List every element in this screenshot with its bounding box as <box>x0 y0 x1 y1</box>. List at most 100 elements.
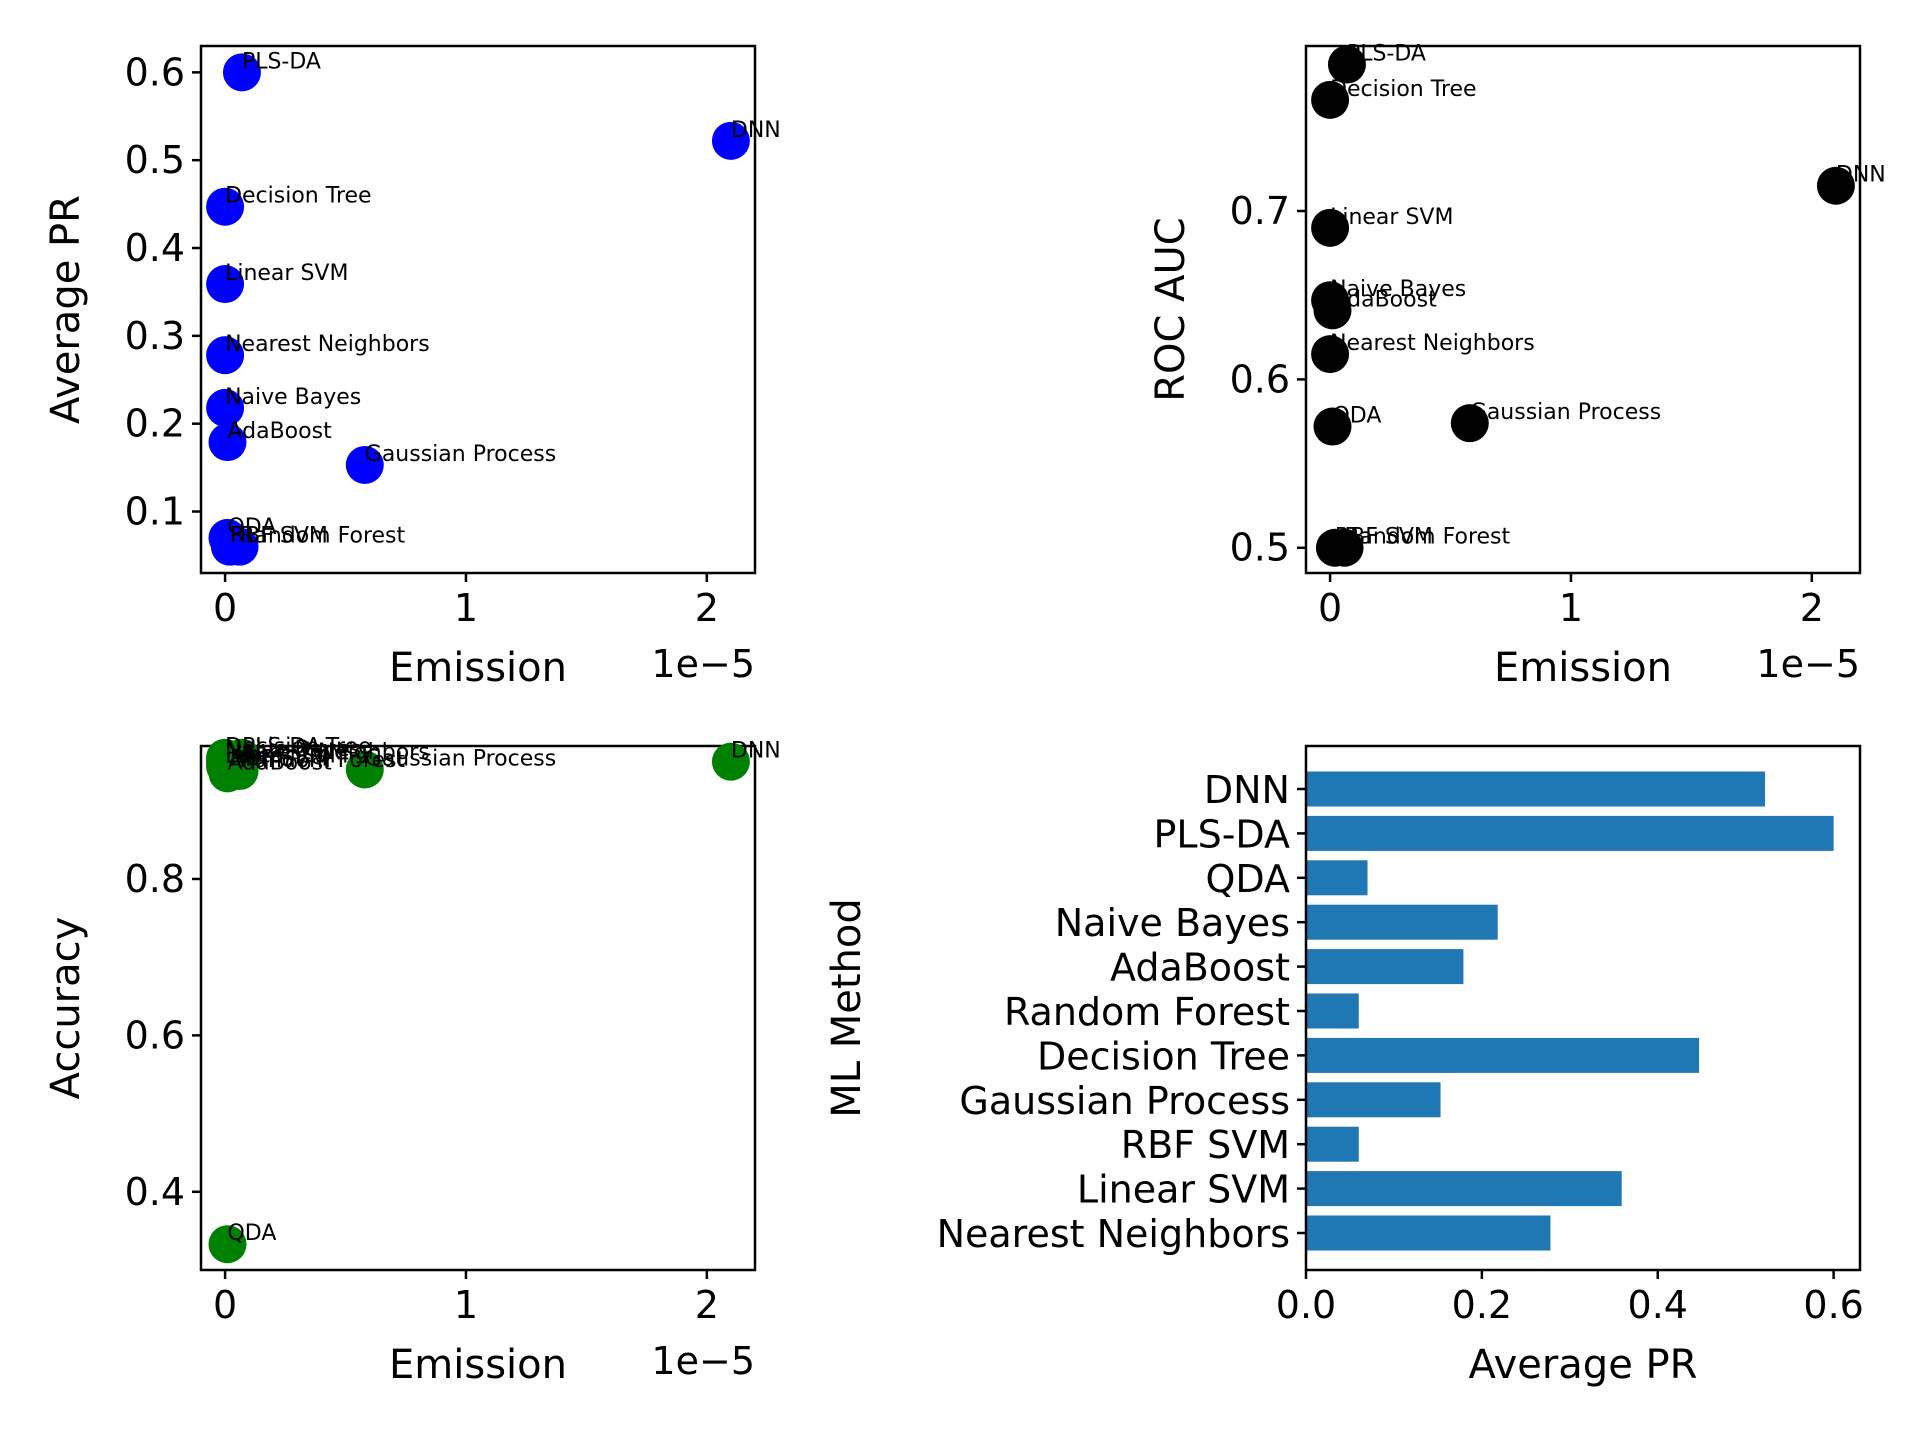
bar-rbf-svm <box>1306 1126 1359 1162</box>
bar-dnn <box>1306 771 1766 807</box>
x-tick-label: 1 <box>454 586 478 630</box>
x-offset-label: 1e−5 <box>651 1339 755 1383</box>
x-tick-label: 2 <box>1800 586 1824 630</box>
point-label-qda: QDA <box>227 1221 276 1246</box>
y-tick-label-dnn: DNN <box>1204 768 1290 812</box>
point-nearest-neighbors <box>1311 335 1350 374</box>
y-tick-label: 0.5 <box>1230 526 1290 570</box>
scatter-panel-2: 0 1 2 0.5 0.6 0.7 Nearest Neighbors Linear SVM R… <box>1148 42 1886 691</box>
point-label-nearest-neighbors: Nearest Neighbors <box>1330 331 1535 356</box>
x-tick-label: 0.4 <box>1628 1283 1688 1327</box>
plot-frame <box>1304 744 1862 1272</box>
y-tick-label-adaboost: AdaBoost <box>1110 946 1290 990</box>
x-offset-label: 1e−5 <box>1756 642 1860 686</box>
point-label-adaboost: AdaBoost <box>227 750 332 775</box>
x-tick-label: 0.0 <box>1276 1283 1336 1327</box>
plot-frame <box>199 744 757 1272</box>
y-tick-label: 0.4 <box>125 1170 185 1214</box>
bar-linear-svm <box>1306 1171 1622 1207</box>
plot-frame <box>199 44 757 575</box>
point-label-qda: QDA <box>1332 404 1381 429</box>
bar-naive-bayes <box>1306 904 1498 940</box>
point-adaboost <box>208 423 247 462</box>
point-qda <box>208 518 247 557</box>
x-tick-label: 0.6 <box>1803 1283 1863 1327</box>
plot-frame <box>1304 44 1862 575</box>
point-gaussian-process <box>345 445 384 484</box>
point-naive-bayes <box>1311 281 1350 320</box>
x-offset-label: 1e−5 <box>651 642 755 686</box>
point-label-linear-svm: Linear SVM <box>225 261 348 286</box>
point-label-decision-tree: Decision Tree <box>225 735 372 760</box>
point-label-naive-bayes: Naive Bayes <box>225 385 361 410</box>
point-linear-svm <box>1311 208 1350 247</box>
y-tick-label: 0.4 <box>125 226 185 270</box>
y-tick-label: 0.5 <box>125 138 185 182</box>
x-tick-label: 0 <box>213 586 237 630</box>
point-label-rbf-svm: RBF SVM <box>1335 525 1433 550</box>
point-label-gaussian-process: Gaussian Process <box>365 746 556 771</box>
y-tick-label-decision-tree: Decision Tree <box>1037 1034 1290 1078</box>
y-tick-label-rbf-svm: RBF SVM <box>1121 1123 1290 1167</box>
x-tick-label: 0 <box>213 1283 237 1327</box>
point-label-dnn: DNN <box>1836 163 1886 188</box>
point-label-adaboost: AdaBoost <box>1332 287 1437 312</box>
bar-nearest-neighbors <box>1306 1215 1551 1251</box>
y-tick-label: 0.7 <box>1230 189 1290 233</box>
x-tick-label: 1 <box>454 1283 478 1327</box>
point-gaussian-process <box>1450 404 1489 443</box>
bar-adaboost <box>1306 949 1464 985</box>
point-gaussian-process <box>345 750 384 789</box>
y-tick-label: 0.2 <box>125 402 185 446</box>
x-tick-label: 2 <box>695 1283 719 1327</box>
point-label-linear-svm: Linear SVM <box>225 743 348 768</box>
point-naive-bayes <box>206 388 245 427</box>
x-axis-label: Emission <box>389 645 567 691</box>
point-dnn <box>1816 166 1855 205</box>
x-tick-label: 2 <box>695 586 719 630</box>
point-linear-svm <box>206 265 245 304</box>
point-decision-tree <box>1311 80 1350 119</box>
point-qda <box>1313 407 1352 446</box>
point-label-gaussian-process: Gaussian Process <box>365 442 556 467</box>
y-tick-label-qda: QDA <box>1206 857 1291 901</box>
bar-pls-da <box>1306 815 1834 851</box>
y-axis-label: Accuracy <box>43 917 89 1100</box>
y-tick-label: 0.3 <box>125 314 185 358</box>
point-decision-tree <box>206 187 245 226</box>
point-label-rbf-svm: RBF SVM <box>230 524 328 549</box>
point-label-gaussian-process: Gaussian Process <box>1470 400 1661 425</box>
point-label-linear-svm: Linear SVM <box>1330 205 1453 230</box>
point-label-nearest-neighbors: Nearest Neighbors <box>225 332 430 357</box>
bar-random-forest <box>1306 993 1359 1029</box>
y-tick-label-naive-bayes: Naive Bayes <box>1055 901 1290 945</box>
x-tick-label: 0.2 <box>1452 1283 1512 1327</box>
bar-gaussian-process <box>1306 1082 1441 1118</box>
bar-qda <box>1306 860 1368 896</box>
point-label-nearest-neighbors: Nearest Neighbors <box>225 740 430 765</box>
x-axis-label: Emission <box>389 1342 567 1388</box>
point-qda <box>208 1225 247 1264</box>
point-label-naive-bayes: Naive Bayes <box>225 737 361 762</box>
y-tick-label-gaussian-process: Gaussian Process <box>959 1079 1290 1123</box>
y-tick-label: 0.6 <box>125 1013 185 1057</box>
point-label-pls-da: PLS-DA <box>1347 42 1426 67</box>
point-nearest-neighbors <box>206 336 245 375</box>
y-tick-label: 0.6 <box>1230 357 1290 401</box>
point-label-decision-tree: Decision Tree <box>1330 77 1477 102</box>
bar-decision-tree <box>1306 1037 1700 1073</box>
y-tick-label: 0.1 <box>125 490 185 534</box>
y-tick-label-linear-svm: Linear SVM <box>1077 1168 1290 1212</box>
point-pls-da <box>1327 45 1366 84</box>
point-label-pls-da: PLS-DA <box>242 49 321 74</box>
y-tick-label-pls-da: PLS-DA <box>1153 812 1290 856</box>
point-pls-da <box>222 53 261 92</box>
point-random-forest <box>1325 528 1364 567</box>
point-label-random-forest: Random Forest <box>240 748 406 773</box>
point-label-pls-da: PLS-DA <box>242 735 321 760</box>
y-tick-label: 0.8 <box>125 857 185 901</box>
y-axis-label: ROC AUC <box>1148 217 1194 402</box>
